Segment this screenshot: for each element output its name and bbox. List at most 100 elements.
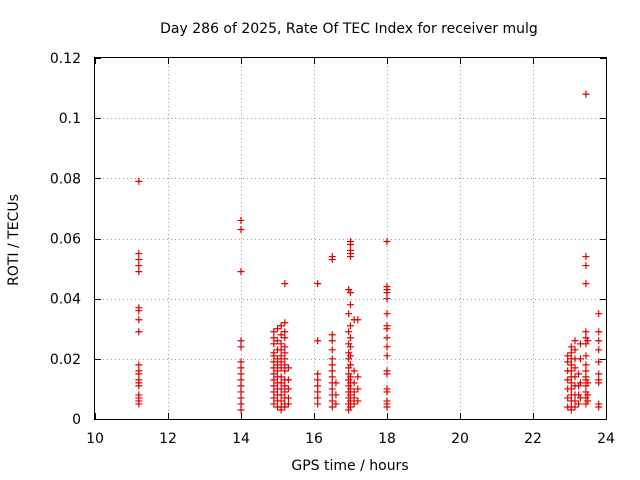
data-point [270, 388, 278, 396]
data-point [383, 403, 391, 411]
data-point [383, 343, 391, 351]
data-point [135, 262, 143, 270]
data-point [347, 322, 354, 330]
data-point [270, 334, 278, 342]
data-point [284, 385, 292, 393]
data-point [270, 394, 278, 402]
data-point [575, 370, 583, 378]
data-point [135, 250, 143, 258]
data-point [595, 370, 603, 378]
data-point [347, 343, 354, 351]
data-point [347, 241, 354, 249]
data-point [564, 394, 572, 402]
data-point [135, 382, 143, 390]
x-tick-label: 22 [524, 431, 542, 447]
data-point [274, 337, 281, 345]
data-point [595, 403, 603, 411]
data-point [237, 358, 245, 366]
data-point [277, 340, 285, 348]
data-point [567, 379, 575, 387]
data-point [582, 262, 590, 270]
data-point [328, 337, 336, 345]
data-point [582, 367, 590, 375]
data-point [270, 358, 278, 366]
data-point [350, 394, 358, 402]
y-tick-label: 0 [72, 412, 81, 428]
data-point [576, 355, 584, 363]
data-point [314, 394, 322, 402]
data-point [135, 177, 143, 185]
y-tick-label: 0.12 [50, 51, 81, 67]
data-point [281, 382, 289, 390]
data-point [237, 406, 245, 414]
data-point [347, 373, 354, 381]
data-point [281, 349, 289, 357]
x-tick-label: 14 [232, 431, 250, 447]
data-point [237, 268, 245, 276]
data-point [383, 388, 391, 396]
data-point [135, 370, 143, 378]
data-point [347, 352, 354, 360]
data-point [277, 331, 285, 339]
data-point [284, 400, 292, 408]
plot-frame [94, 57, 607, 420]
data-point [582, 253, 590, 261]
data-point [354, 373, 362, 381]
data-point [281, 367, 289, 375]
data-point [135, 316, 143, 324]
data-point [314, 376, 322, 384]
data-point [595, 328, 603, 336]
data-point [345, 310, 353, 318]
data-point [237, 364, 245, 372]
data-point [277, 352, 285, 360]
x-tick-label: 12 [159, 431, 177, 447]
data-point [270, 364, 278, 372]
data-point [582, 328, 590, 336]
data-point [135, 400, 143, 408]
data-point [270, 382, 278, 390]
data-point [350, 400, 358, 408]
data-point [584, 337, 592, 345]
x-tick-label: 20 [451, 431, 469, 447]
y-tick-labels: 0 0.02 0.04 0.06 0.08 0.1 0.12 [50, 51, 81, 428]
y-tick-label: 0.1 [59, 111, 81, 127]
data-point [567, 367, 575, 375]
data-point [383, 238, 391, 246]
data-point [595, 379, 603, 387]
x-tick-label: 16 [305, 431, 323, 447]
data-point [270, 340, 278, 348]
data-point [571, 364, 579, 372]
data-point [383, 325, 391, 333]
data-point [284, 364, 292, 372]
data-point [328, 346, 336, 354]
data-point [582, 361, 590, 369]
y-tick-label: 0.08 [50, 171, 81, 187]
data-point [277, 397, 285, 405]
data-point [314, 382, 322, 390]
data-point [571, 397, 579, 405]
y-tick-label: 0.02 [50, 352, 81, 368]
data-point [571, 373, 579, 381]
chart-title: Day 286 of 2025, Rate Of TEC Index for r… [160, 21, 538, 37]
data-point [564, 352, 572, 360]
data-point [237, 370, 245, 378]
data-point [354, 385, 362, 393]
data-point [567, 406, 575, 414]
data-point [314, 400, 322, 408]
data-point [277, 385, 285, 393]
data-point [571, 403, 579, 411]
data-point [383, 334, 391, 342]
data-point [383, 370, 391, 378]
data-point [567, 349, 575, 357]
data-point [277, 391, 285, 399]
data-point [237, 400, 245, 408]
data-point [347, 334, 354, 342]
data-point [582, 90, 590, 98]
y-tick-label: 0.04 [50, 292, 81, 308]
data-point [350, 379, 358, 387]
data-point [274, 325, 281, 333]
data-point [347, 289, 354, 297]
data-point [383, 289, 391, 297]
data-point [328, 367, 336, 375]
data-point [277, 406, 285, 414]
